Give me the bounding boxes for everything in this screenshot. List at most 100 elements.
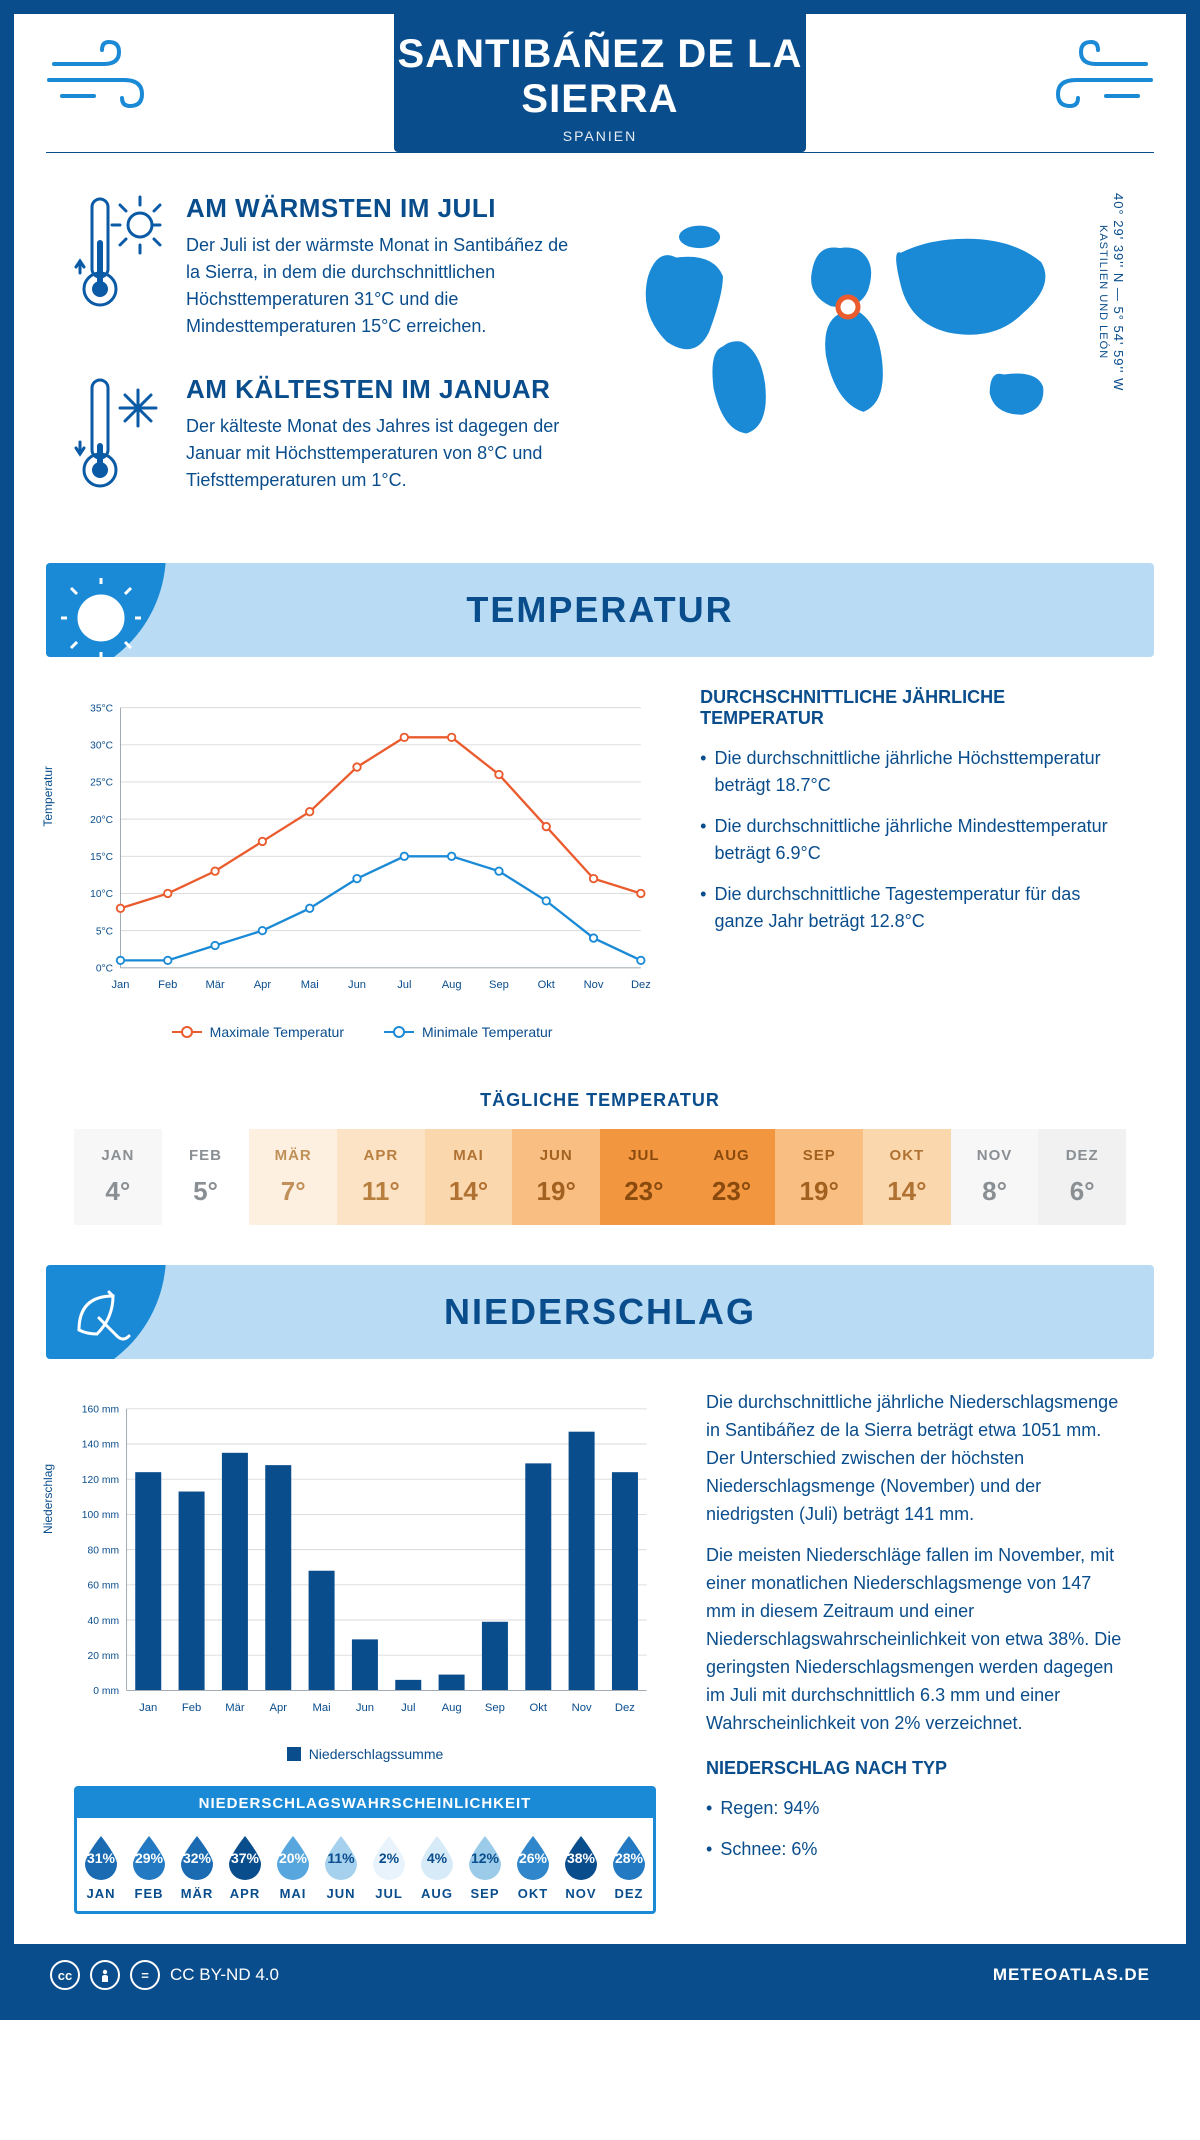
precip-legend: Niederschlagssumme [74,1746,656,1762]
svg-text:Jun: Jun [356,1702,374,1714]
thermometer-sun-icon [74,193,164,340]
subtitle: SPANIEN [394,128,806,144]
warmest-fact: AM WÄRMSTEN IM JULI Der Juli ist der wär… [74,193,580,340]
svg-text:0°C: 0°C [96,964,113,975]
precip-type-item: Regen: 94% [706,1795,1126,1822]
coldest-fact: AM KÄLTESTEN IM JANUAR Der kälteste Mona… [74,374,580,499]
coldest-text: Der kälteste Monat des Jahres ist dagege… [186,413,580,494]
svg-text:120 mm: 120 mm [82,1475,119,1486]
coords-text: 40° 29' 39'' N — 5° 54' 59'' W [1111,193,1126,391]
drop-icon: 31% [77,1832,125,1880]
temp-bullet: Die durchschnittliche jährliche Mindestt… [700,813,1126,867]
nd-icon: = [130,1960,160,1990]
daily-temp-cell: JAN4° [74,1129,162,1225]
drop-icon: 28% [605,1832,653,1880]
daily-temp-table: JAN4°FEB5°MÄR7°APR11°MAI14°JUN19°JUL23°A… [74,1129,1126,1225]
temperature-chart: Temperatur 0°C5°C10°C15°C20°C25°C30°C35°… [74,687,650,1040]
svg-text:60 mm: 60 mm [88,1581,120,1592]
prob-cell: 28% DEZ [605,1818,653,1911]
infographic-frame: SANTIBÁÑEZ DE LA SIERRA SPANIEN [0,0,1200,2020]
svg-text:20°C: 20°C [90,815,113,826]
svg-text:Dez: Dez [615,1702,635,1714]
svg-text:Jul: Jul [397,979,411,991]
prob-cell: 12% SEP [461,1818,509,1911]
svg-text:40 mm: 40 mm [88,1616,120,1627]
temp-bullet: Die durchschnittliche jährliche Höchstte… [700,745,1126,799]
svg-text:Feb: Feb [158,979,177,991]
svg-text:100 mm: 100 mm [82,1510,119,1521]
daily-temp-cell: JUN19° [512,1129,600,1225]
temp-bullet: Die durchschnittliche Tagestemperatur fü… [700,881,1126,935]
warmest-title: AM WÄRMSTEN IM JULI [186,193,580,224]
location-marker-icon [835,294,861,325]
svg-text:80 mm: 80 mm [88,1545,120,1556]
temperature-info: DURCHSCHNITTLICHE JÄHRLICHE TEMPERATUR D… [700,687,1126,1040]
precip-y-label: Niederschlag [41,1463,55,1533]
drop-icon: 20% [269,1832,317,1880]
line-chart-svg: 0°C5°C10°C15°C20°C25°C30°C35°CJanFebMärA… [74,687,650,1007]
svg-text:Sep: Sep [489,979,509,991]
svg-text:5°C: 5°C [96,926,113,937]
svg-text:Jul: Jul [401,1702,415,1714]
svg-text:Apr: Apr [269,1702,287,1714]
prob-cell: 26% OKT [509,1818,557,1911]
daily-temp-cell: JUL23° [600,1129,688,1225]
legend-precip: Niederschlagssumme [287,1746,444,1762]
bar-chart-svg: 0 mm20 mm40 mm60 mm80 mm100 mm120 mm140 … [74,1389,656,1729]
svg-text:Jan: Jan [111,979,129,991]
svg-text:Jun: Jun [348,979,366,991]
site-name: METEOATLAS.DE [993,1965,1150,1985]
coldest-title: AM KÄLTESTEN IM JANUAR [186,374,580,405]
prob-cell: 11% JUN [317,1818,365,1911]
svg-text:0 mm: 0 mm [93,1686,119,1697]
daily-temp-cell: MAI14° [425,1129,513,1225]
svg-text:Aug: Aug [442,1702,462,1714]
svg-text:Dez: Dez [631,979,650,991]
svg-text:35°C: 35°C [90,703,113,714]
prob-cell: 37% APR [221,1818,269,1911]
legend-min-label: Minimale Temperatur [422,1024,552,1040]
wind-icon [14,14,194,119]
prob-title: NIEDERSCHLAGSWAHRSCHEINLICHKEIT [77,1789,653,1818]
daily-temp-cell: DEZ6° [1038,1129,1126,1225]
prob-cell: 38% NOV [557,1818,605,1911]
svg-text:Mär: Mär [225,1702,245,1714]
license-text: CC BY-ND 4.0 [170,1965,279,1985]
thermometer-snow-icon [74,374,164,499]
svg-text:Nov: Nov [584,979,604,991]
region-text: KASTILIEN UND LEÓN [1097,225,1109,359]
svg-text:Mai: Mai [301,979,319,991]
svg-text:15°C: 15°C [90,852,113,863]
svg-text:160 mm: 160 mm [82,1405,119,1416]
daily-temp-cell: AUG23° [688,1129,776,1225]
drop-icon: 37% [221,1832,269,1880]
daily-temp-title: TÄGLICHE TEMPERATUR [14,1090,1186,1111]
wind-icon [1006,14,1186,119]
prob-cell: 31% JAN [77,1818,125,1911]
umbrella-icon [46,1265,166,1359]
precip-probability-box: NIEDERSCHLAGSWAHRSCHEINLICHKEIT 31% JAN … [74,1786,656,1914]
precip-content: Niederschlag 0 mm20 mm40 mm60 mm80 mm100… [14,1389,1186,1944]
header-row: SANTIBÁÑEZ DE LA SIERRA SPANIEN [14,14,1186,152]
legend-precip-label: Niederschlagssumme [309,1746,444,1762]
daily-temp-cell: APR11° [337,1129,425,1225]
precip-para1: Die durchschnittliche jährliche Niedersc… [706,1389,1126,1528]
intro-facts: AM WÄRMSTEN IM JULI Der Juli ist der wär… [74,193,580,533]
precip-info: Die durchschnittliche jährliche Niedersc… [706,1389,1126,1914]
svg-text:25°C: 25°C [90,778,113,789]
drop-icon: 38% [557,1832,605,1880]
cc-icon: cc [50,1960,80,1990]
title-banner: SANTIBÁÑEZ DE LA SIERRA SPANIEN [394,14,806,152]
svg-text:Sep: Sep [485,1702,505,1714]
prob-cell: 20% MAI [269,1818,317,1911]
world-map [620,193,1088,458]
precip-type-item: Schnee: 6% [706,1836,1126,1863]
svg-text:Feb: Feb [182,1702,201,1714]
precip-para2: Die meisten Niederschläge fallen im Nove… [706,1542,1126,1737]
temperature-content: Temperatur 0°C5°C10°C15°C20°C25°C30°C35°… [14,687,1186,1070]
svg-text:Jan: Jan [139,1702,157,1714]
prob-cell: 29% FEB [125,1818,173,1911]
svg-text:Apr: Apr [254,979,272,991]
sun-icon [46,563,166,657]
drop-icon: 12% [461,1832,509,1880]
